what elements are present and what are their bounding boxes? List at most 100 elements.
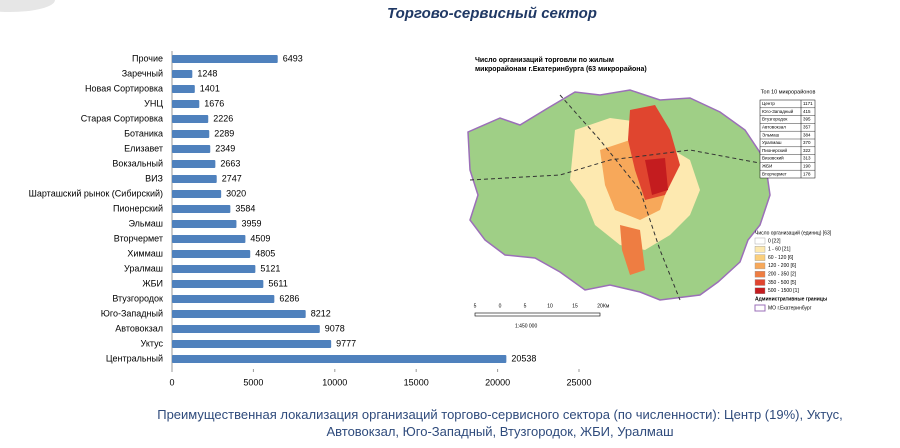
legend-swatch [754,254,766,261]
value-label: 3584 [235,203,255,213]
map-zone [620,225,645,275]
bar [172,265,256,273]
table-cell: 1171 [803,101,813,106]
y-tick-label: Пионерский [113,203,163,213]
legend-label: 1 - 60 [21] [768,247,791,253]
table-cell: ЖБИ [762,163,772,168]
bar [172,160,216,168]
value-label: 20538 [511,353,536,363]
y-tick-label: Старая Сортировка [81,113,163,123]
y-tick-label: Вторчермет [114,233,163,243]
bar [172,145,211,153]
x-tick-label: 5000 [243,377,263,387]
bar [172,205,231,213]
value-label: 2226 [213,113,233,123]
table-cell: Юго-Западный [762,108,794,114]
value-label: 3959 [241,218,261,228]
scale-tick: 0 [499,303,502,309]
bar [172,55,278,63]
y-tick-label: Новая Сортировка [85,83,163,93]
value-label: 5611 [268,278,287,288]
legend-swatch [754,279,766,286]
value-label: 6493 [283,53,303,63]
x-tick-label: 10000 [322,377,347,387]
bar [172,85,195,93]
road [469,149,771,181]
y-tick-label: Ботаника [124,128,163,138]
bar [172,100,200,108]
legend-label: 500 - 1500 [1] [768,288,799,294]
bar [172,130,210,138]
legend-label: 200 - 350 [2] [768,272,797,278]
legend-swatch [754,237,766,245]
value-label: 2747 [222,173,242,183]
bar [172,175,217,183]
legend-label: 0 [22] [768,238,781,244]
bar [172,355,507,363]
legend-label: 60 - 120 [6] [768,255,794,261]
table-cell: Эльмаш [762,132,780,137]
table-cell: 313 [803,156,811,161]
map-title: микрорайонам г.Екатеринбурга (63 микрора… [475,65,647,73]
table-cell: 384 [803,132,811,137]
bar [172,250,251,258]
y-tick-label: Центральный [106,353,163,363]
value-label: 9078 [325,323,345,333]
table-cell: 322 [803,148,811,153]
legend-swatch [754,246,766,253]
table-cell: 190 [803,163,811,168]
y-tick-label: ЖБИ [142,278,163,288]
bar [172,280,264,288]
y-tick-label: УНЦ [144,98,163,108]
bar [172,310,306,318]
legend-label: 350 - 500 [5] [768,280,797,286]
table-cell: 178 [803,171,811,176]
legend-swatch [754,271,766,278]
table-cell: 370 [803,140,811,145]
bar [172,295,275,303]
legend-swatch [754,287,766,294]
road [559,94,681,301]
y-tick-label: Эльмаш [128,218,163,228]
bar [172,235,246,243]
value-label: 5121 [260,263,280,273]
scale-tick: 20 [597,303,603,309]
value-label: 3020 [226,188,246,198]
scale-tick: 5 [474,303,477,309]
legend-title: Число организаций (единиц) [63] [755,229,832,236]
decor [0,0,55,12]
value-label: 4805 [255,248,275,258]
y-tick-label: Уралмаш [124,263,163,273]
y-tick-label: Втузгородок [112,293,163,303]
map-zone [645,158,668,195]
y-tick-label: ВИЗ [145,173,163,183]
y-tick-label: Автовокзал [115,323,163,333]
y-tick-label: Уктус [141,338,164,348]
y-tick-label: Химмаш [127,248,163,258]
value-label: 9777 [336,338,356,348]
table-cell: 415 [803,109,811,114]
y-tick-label: Елизавет [124,143,163,153]
x-tick-label: 15000 [404,377,429,387]
bar [172,325,320,333]
value-label: 1401 [200,83,220,93]
scale-tick: 15 [572,303,578,309]
legend-swatch [754,304,766,312]
table-cell: 357 [803,124,811,129]
x-tick-label: 25000 [566,377,591,387]
scale-tick: 5 [524,303,527,309]
value-label: 8212 [311,308,331,318]
value-label: 6286 [279,293,299,303]
bar [172,190,222,198]
y-tick-label: Юго-Западный [101,308,163,318]
y-tick-label: Шарташский рынок (Сибирский) [29,188,163,198]
bar [172,70,193,78]
caption: Преимущественная локализация организаций… [157,407,843,439]
y-tick-label: Заречный [122,68,163,78]
scale-bar [474,312,601,317]
value-label: 4509 [250,233,270,243]
legend-title: Административные границы [755,296,827,302]
map-title: Число организаций торговли по жилым [475,56,614,64]
bar [172,340,332,348]
